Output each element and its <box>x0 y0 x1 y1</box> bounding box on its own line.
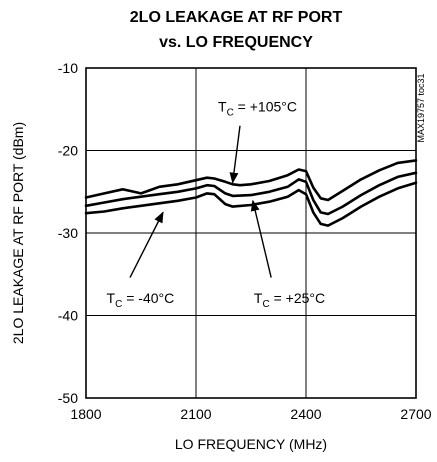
x-tick-label: 2700 <box>400 406 431 422</box>
x-tick-label: 1800 <box>70 406 101 422</box>
chart-title-line-2: vs. LO FREQUENCY <box>159 34 313 51</box>
annotation-arrow <box>129 211 164 278</box>
chart-title-line-1: 2LO LEAKAGE AT RF PORT <box>130 9 343 26</box>
grid-lines <box>86 68 416 398</box>
annotation-label-105c: TC = +105°C <box>218 99 297 119</box>
y-tick-label: -50 <box>58 390 78 406</box>
x-tick-label: 2100 <box>180 406 211 422</box>
part-number-label: MAX19757 toc31 <box>416 73 426 142</box>
series-line-minus40c <box>84 181 418 227</box>
x-axis-label: LO FREQUENCY (MHz) <box>175 436 327 452</box>
y-tick-label: -20 <box>58 143 78 159</box>
y-axis-label: 2LO LEAKAGE AT RF PORT (dBm) <box>10 122 26 344</box>
annotation-label-minus40c: TC = -40°C <box>107 290 175 310</box>
annotation-arrow <box>229 125 241 184</box>
series-line-105c <box>84 159 418 202</box>
annotation-group: TC = +105°C TC = -40°C TC = +25°C <box>107 99 326 310</box>
annotation-label-25c: TC = +25°C <box>254 290 325 310</box>
y-tick-label: -40 <box>58 308 78 324</box>
series-group <box>84 159 418 227</box>
plot-frame <box>85 67 417 399</box>
y-tick-label: -10 <box>58 60 78 76</box>
y-tick-label: -30 <box>58 225 78 241</box>
tick-label-group: 1800 2100 2400 2700 -10 -20 -30 -40 -50 <box>58 60 432 422</box>
annotation-arrow <box>250 199 272 278</box>
series-line-25c <box>84 171 418 216</box>
x-tick-label: 2400 <box>290 406 321 422</box>
